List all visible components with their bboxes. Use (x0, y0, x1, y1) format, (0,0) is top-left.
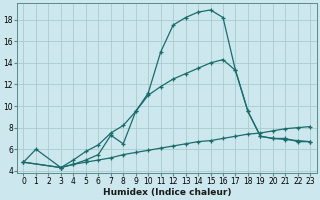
X-axis label: Humidex (Indice chaleur): Humidex (Indice chaleur) (103, 188, 231, 197)
